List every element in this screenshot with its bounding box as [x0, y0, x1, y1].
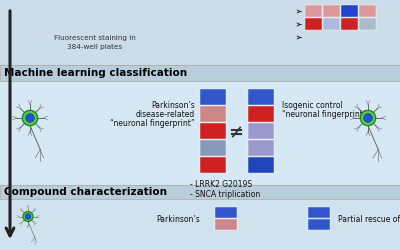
Text: Compound characterization: Compound characterization [4, 187, 167, 197]
Text: Fluorescent staining in: Fluorescent staining in [54, 35, 136, 41]
Bar [0, 65, 400, 185]
Text: - SNCA triplication: - SNCA triplication [190, 190, 260, 199]
Circle shape [364, 114, 372, 122]
Bar [248, 106, 274, 122]
Bar [0, 0, 400, 65]
Circle shape [22, 110, 38, 126]
Bar [305, 5, 322, 17]
Bar [200, 89, 226, 105]
Circle shape [360, 110, 376, 126]
Text: Parkinson’s: Parkinson’s [156, 214, 200, 224]
Bar [359, 18, 376, 30]
Bar [305, 18, 322, 30]
Bar [323, 5, 340, 17]
Text: “neuronal fingerprint”: “neuronal fingerprint” [110, 119, 195, 128]
Text: ≠: ≠ [228, 124, 244, 142]
Circle shape [23, 212, 33, 222]
Circle shape [25, 214, 31, 219]
Bar [215, 219, 237, 230]
Bar [341, 18, 358, 30]
Bar [215, 207, 237, 218]
Bar [200, 123, 226, 139]
Bar [0, 185, 400, 250]
Bar [0, 65, 400, 81]
Bar [308, 207, 330, 218]
Text: 384-well plates: 384-well plates [67, 44, 123, 50]
Circle shape [26, 114, 34, 122]
Bar [0, 185, 400, 199]
Bar [308, 219, 330, 230]
Text: Parkinson’s: Parkinson’s [151, 101, 195, 110]
Text: - LRRK2 G2019S: - LRRK2 G2019S [190, 180, 252, 189]
Bar [200, 140, 226, 156]
Text: Machine learning classification: Machine learning classification [4, 68, 187, 78]
Bar [248, 157, 274, 173]
Text: Isogenic control: Isogenic control [282, 101, 343, 110]
Bar [341, 5, 358, 17]
Bar [248, 140, 274, 156]
Bar [323, 18, 340, 30]
Bar [248, 89, 274, 105]
Text: “neuronal fingerprint”: “neuronal fingerprint” [282, 110, 367, 119]
Bar [248, 123, 274, 139]
Text: disease-related: disease-related [136, 110, 195, 119]
Bar [200, 106, 226, 122]
Bar [200, 157, 226, 173]
Text: Partial rescue of: Partial rescue of [338, 214, 400, 224]
Bar [359, 5, 376, 17]
